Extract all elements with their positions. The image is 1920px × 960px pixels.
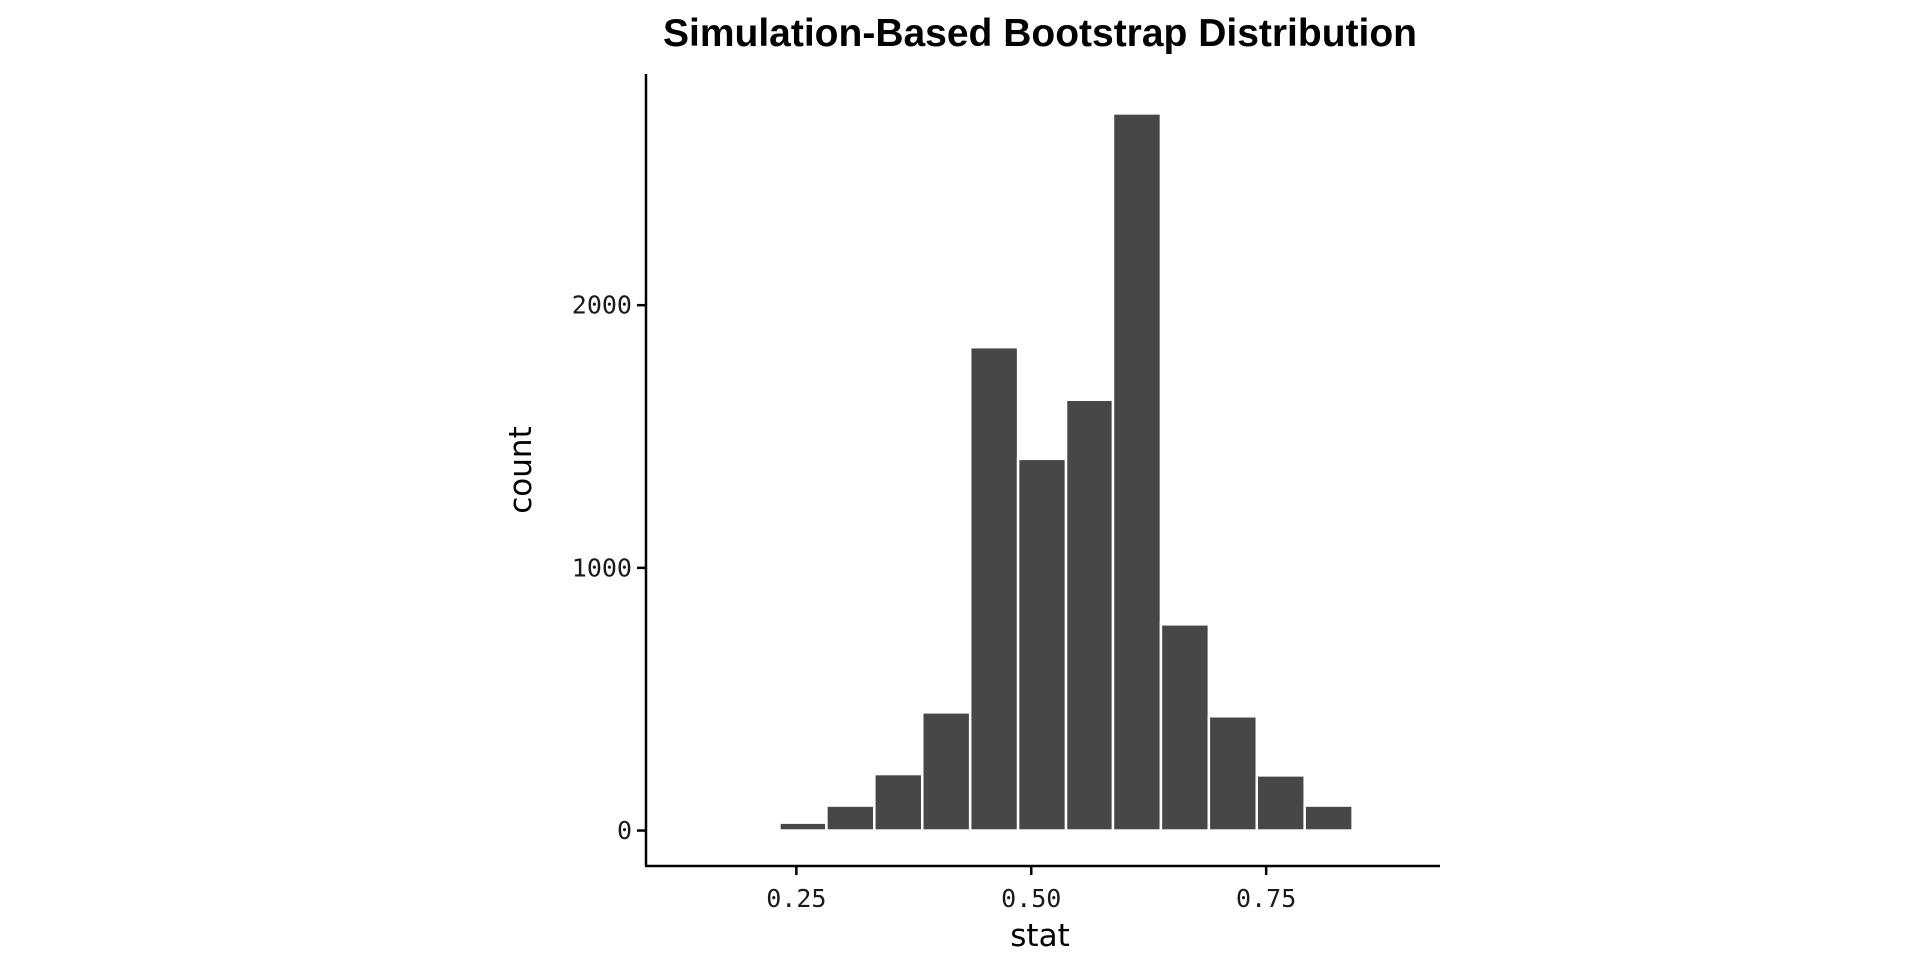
bars [778,112,1354,832]
histogram-bar-8 [1159,623,1211,832]
x-axis-title: stat [1010,918,1069,954]
histogram-bar-6 [1064,398,1115,832]
histogram-bar-2 [873,772,924,832]
chart-title: Simulation-Based Bootstrap Distribution [663,12,1417,55]
x-axis-ticks: 0.25 0.50 0.75 [766,866,1296,913]
x-tick-label-1: 0.50 [1001,884,1061,913]
histogram-bar-4 [968,345,1020,832]
histogram-bar-1 [825,804,876,832]
y-tick-label-1: 1000 [572,553,632,582]
y-tick-label-2: 2000 [572,291,632,320]
histogram-bar-10 [1255,774,1306,832]
histogram-bar-9 [1207,715,1259,832]
y-axis-title: count [503,426,539,513]
histogram-bar-0 [778,821,828,832]
histogram-bar-5 [1016,457,1068,832]
y-axis-ticks: 0 1000 2000 [572,291,646,845]
x-tick-label-0: 0.25 [766,884,826,913]
histogram-bar-11 [1303,804,1354,832]
y-tick-label-0: 0 [617,816,632,845]
x-tick-label-2: 0.75 [1236,884,1296,913]
histogram-bar-3 [921,711,972,832]
histogram-bar-7 [1111,112,1163,832]
